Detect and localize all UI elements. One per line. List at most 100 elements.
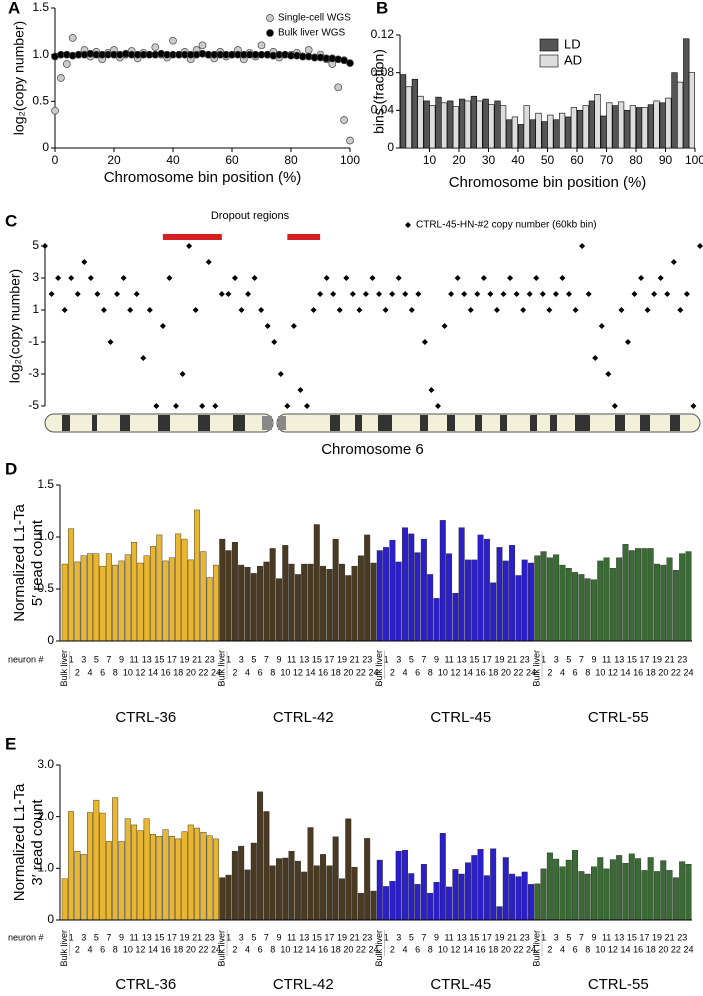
x-tick-label: 14: [463, 667, 473, 677]
bar: [294, 860, 301, 921]
bar: [659, 102, 666, 149]
legend-label: Single-cell WGS: [278, 13, 351, 24]
bar: [282, 857, 289, 921]
bar: [326, 865, 333, 921]
bar: [465, 862, 471, 921]
point: [231, 275, 238, 281]
x-tick-label: 22: [513, 944, 523, 954]
point: [251, 275, 258, 281]
bar: [541, 121, 548, 149]
x-tick-label: 23: [520, 932, 530, 942]
x-tick-label: 8: [113, 944, 118, 954]
bar: [609, 568, 616, 642]
point: [480, 275, 487, 281]
bar: [452, 869, 459, 921]
y-tick-label: 2.0: [37, 809, 54, 823]
point: [127, 307, 134, 313]
bar: [523, 105, 530, 149]
annotation: Dropout regions: [211, 210, 290, 222]
bar: [244, 566, 251, 642]
bar: [143, 818, 150, 921]
x-tick-label: 17: [167, 654, 177, 664]
x-tick-label: 24: [211, 667, 221, 677]
x-tick-label: 2: [547, 944, 552, 954]
bar: [93, 553, 100, 642]
bar: [572, 572, 579, 642]
bar: [660, 564, 667, 642]
bar: [162, 560, 169, 642]
point: [48, 291, 55, 297]
bar: [124, 818, 131, 921]
x-tick-label: 4: [245, 667, 250, 677]
point: [605, 371, 612, 377]
bar: [376, 550, 383, 642]
point: [245, 291, 252, 297]
bar: [584, 578, 591, 642]
point: [697, 243, 703, 249]
x-tick-label: 21: [507, 932, 517, 942]
x-tick-label: 18: [488, 667, 498, 677]
bar: [231, 542, 238, 642]
bar: [417, 95, 424, 149]
bar: [250, 573, 257, 642]
bar: [672, 877, 679, 921]
x-tick-label: 22: [671, 944, 681, 954]
bar: [635, 548, 642, 642]
x-tick-label: 9: [592, 654, 597, 664]
x-tick-label: 2: [75, 944, 80, 954]
bar: [282, 545, 289, 642]
bar: [168, 836, 175, 921]
bar: [288, 851, 295, 921]
point: [683, 291, 690, 297]
point: [74, 291, 81, 297]
x-tick-label: 22: [198, 944, 208, 954]
x-tick-label: 4: [88, 944, 93, 954]
point: [114, 291, 121, 297]
bar: [156, 534, 163, 642]
bar: [137, 830, 144, 921]
bar: [534, 883, 541, 921]
x-tick-label: 24: [369, 667, 379, 677]
x-tick-label: 11: [129, 932, 138, 942]
x-tick-label: 2: [547, 667, 552, 677]
bar: [219, 877, 226, 921]
bar: [238, 564, 245, 642]
x-tick-label: 23: [362, 654, 372, 664]
bar: [143, 555, 150, 642]
bar: [565, 859, 572, 921]
bar: [423, 100, 430, 149]
y-axis-label: Normalized L1-Ta: [11, 783, 28, 901]
bar: [540, 868, 547, 921]
x-tick-label: 16: [318, 667, 328, 677]
x-tick-label: 16: [476, 944, 486, 954]
point: [585, 291, 592, 297]
bar: [685, 864, 692, 921]
x-tick-label: 11: [287, 932, 296, 942]
bar: [597, 560, 604, 642]
bar: [433, 598, 440, 642]
bar: [194, 509, 201, 642]
bar: [137, 562, 144, 642]
bar: [118, 560, 125, 642]
bar: [446, 886, 453, 921]
x-tick-label: 40: [511, 153, 525, 167]
x-tick-label: 1: [541, 932, 546, 942]
x-tick-label: 4: [560, 667, 565, 677]
y-tick-label: -1: [28, 334, 39, 348]
point: [68, 275, 75, 281]
x-tick-label: 15: [312, 932, 322, 942]
bar: [647, 548, 654, 642]
bar: [112, 564, 119, 642]
y-tick-label: 0: [47, 912, 54, 926]
bar: [612, 105, 619, 149]
point: [57, 74, 65, 82]
x-tick-label: 12: [293, 667, 303, 677]
point: [677, 307, 684, 313]
point: [94, 291, 101, 297]
group-label: CTRL-42: [273, 709, 334, 726]
y-tick-label: 0: [42, 140, 49, 154]
point: [317, 291, 324, 297]
x-tick-label: 13: [142, 654, 152, 664]
y-tick-label: 1.0: [32, 47, 49, 61]
x-tick-label: 15: [154, 654, 164, 664]
